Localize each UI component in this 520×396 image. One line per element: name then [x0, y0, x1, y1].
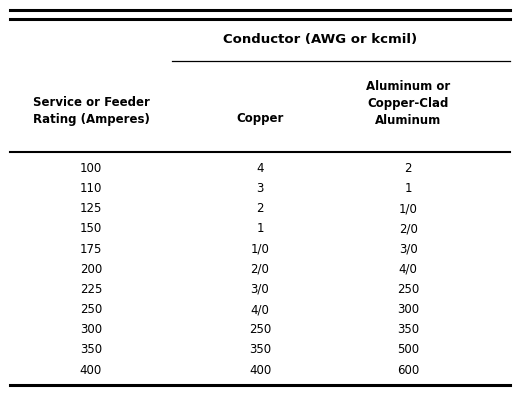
Text: 2: 2 — [405, 162, 412, 175]
Text: 500: 500 — [397, 343, 419, 356]
Text: 350: 350 — [80, 343, 102, 356]
Text: 2: 2 — [256, 202, 264, 215]
Text: Conductor (AWG or kcmil): Conductor (AWG or kcmil) — [223, 33, 417, 46]
Text: Aluminum or
Copper-Clad
Aluminum: Aluminum or Copper-Clad Aluminum — [366, 80, 450, 127]
Text: 4/0: 4/0 — [399, 263, 418, 276]
Text: 400: 400 — [249, 364, 271, 377]
Text: 125: 125 — [80, 202, 102, 215]
Text: 350: 350 — [249, 343, 271, 356]
Text: 2/0: 2/0 — [399, 223, 418, 236]
Text: 300: 300 — [397, 303, 419, 316]
Text: 250: 250 — [397, 283, 419, 296]
Text: 4/0: 4/0 — [251, 303, 269, 316]
Text: Service or Feeder
Rating (Amperes): Service or Feeder Rating (Amperes) — [33, 96, 149, 126]
Text: Copper: Copper — [236, 112, 284, 125]
Text: 400: 400 — [80, 364, 102, 377]
Text: 250: 250 — [80, 303, 102, 316]
Text: 350: 350 — [397, 323, 419, 336]
Text: 100: 100 — [80, 162, 102, 175]
Text: 250: 250 — [249, 323, 271, 336]
Text: 3/0: 3/0 — [251, 283, 269, 296]
Text: 3: 3 — [256, 182, 264, 195]
Text: 2/0: 2/0 — [251, 263, 269, 276]
Text: 110: 110 — [80, 182, 102, 195]
Text: 175: 175 — [80, 243, 102, 256]
Text: 4: 4 — [256, 162, 264, 175]
Text: 1: 1 — [405, 182, 412, 195]
Text: 150: 150 — [80, 223, 102, 236]
Text: 3/0: 3/0 — [399, 243, 418, 256]
Text: 600: 600 — [397, 364, 419, 377]
Text: 1/0: 1/0 — [251, 243, 269, 256]
Text: 1/0: 1/0 — [399, 202, 418, 215]
Text: 200: 200 — [80, 263, 102, 276]
Text: 225: 225 — [80, 283, 102, 296]
Text: 300: 300 — [80, 323, 102, 336]
Text: 1: 1 — [256, 223, 264, 236]
